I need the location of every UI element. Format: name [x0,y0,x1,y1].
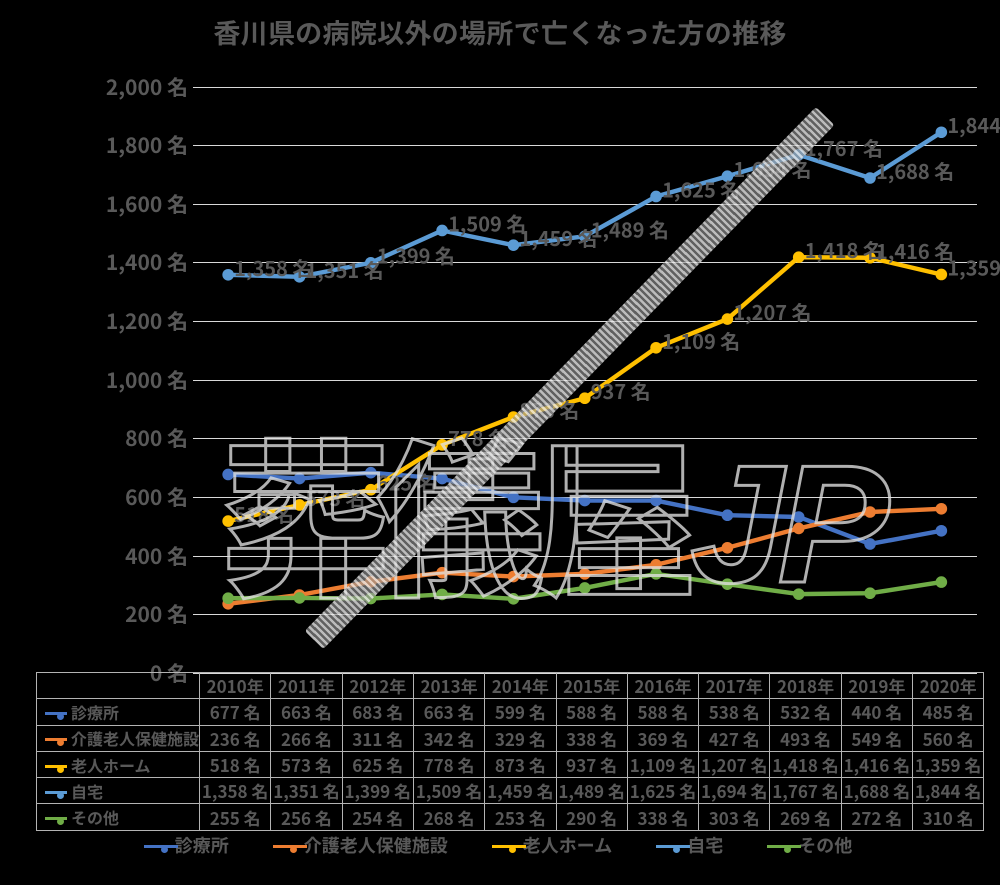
svg-text:1,418 名: 1,418 名 [805,235,883,264]
svg-text:1,416 名: 1,416 名 [876,236,954,265]
svg-text:1,109 名: 1,109 名 [662,326,740,355]
svg-text:1,688 名: 1,688 名 [876,156,954,185]
svg-text:1,359 名: 1,359 名 [947,252,1000,281]
svg-text:1,358 名: 1,358 名 [234,253,312,282]
svg-text:1,351 名: 1,351 名 [305,255,383,284]
svg-text:1,399 名: 1,399 名 [377,241,455,270]
svg-text:1,207 名: 1,207 名 [733,297,811,326]
svg-text:1,459 名: 1,459 名 [519,223,597,252]
svg-text:1,844 名: 1,844 名 [947,110,1000,139]
svg-text:1,509 名: 1,509 名 [448,208,526,237]
svg-text:1,489 名: 1,489 名 [591,214,669,243]
